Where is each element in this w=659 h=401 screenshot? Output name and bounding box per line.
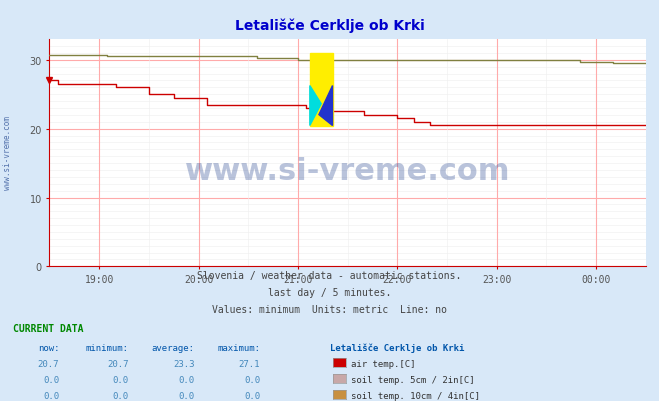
Text: 0.0: 0.0 — [113, 375, 129, 384]
Text: 20.7: 20.7 — [38, 359, 59, 368]
Polygon shape — [310, 86, 321, 126]
Text: 20.7: 20.7 — [107, 359, 129, 368]
Text: soil temp. 5cm / 2in[C]: soil temp. 5cm / 2in[C] — [351, 375, 475, 384]
Text: Letališče Cerklje ob Krki: Letališče Cerklje ob Krki — [330, 342, 464, 352]
Text: Slovenia / weather data - automatic stations.: Slovenia / weather data - automatic stat… — [197, 271, 462, 281]
Text: www.si-vreme.com: www.si-vreme.com — [3, 115, 13, 189]
Text: average:: average: — [152, 343, 194, 352]
Text: soil temp. 10cm / 4in[C]: soil temp. 10cm / 4in[C] — [351, 391, 480, 400]
Text: last day / 5 minutes.: last day / 5 minutes. — [268, 288, 391, 298]
Text: maximum:: maximum: — [217, 343, 260, 352]
Text: 0.0: 0.0 — [43, 375, 59, 384]
Text: 0.0: 0.0 — [244, 391, 260, 400]
Text: 0.0: 0.0 — [113, 391, 129, 400]
Text: Letališče Cerklje ob Krki: Letališče Cerklje ob Krki — [235, 18, 424, 32]
Text: air temp.[C]: air temp.[C] — [351, 359, 416, 368]
Text: 23.3: 23.3 — [173, 359, 194, 368]
Text: www.si-vreme.com: www.si-vreme.com — [185, 157, 510, 186]
Text: minimum:: minimum: — [86, 343, 129, 352]
Text: now:: now: — [38, 343, 59, 352]
Text: 0.0: 0.0 — [179, 391, 194, 400]
Bar — [310, 54, 333, 126]
Text: Values: minimum  Units: metric  Line: no: Values: minimum Units: metric Line: no — [212, 304, 447, 314]
Text: 0.0: 0.0 — [43, 391, 59, 400]
Text: 27.1: 27.1 — [239, 359, 260, 368]
Text: 0.0: 0.0 — [179, 375, 194, 384]
Polygon shape — [319, 86, 333, 126]
Text: 0.0: 0.0 — [244, 375, 260, 384]
Text: CURRENT DATA: CURRENT DATA — [13, 323, 84, 333]
